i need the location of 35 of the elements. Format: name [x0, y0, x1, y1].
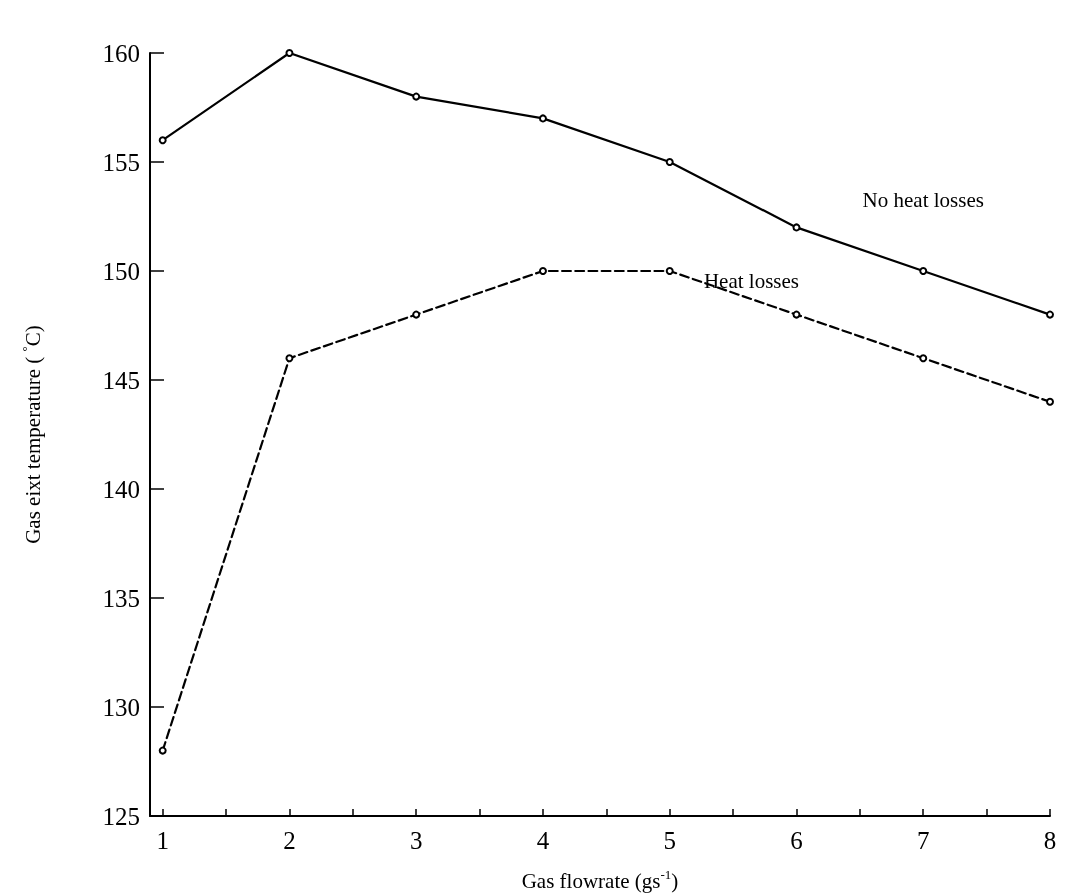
- x-tick-label: 2: [283, 827, 296, 854]
- y-tick-label: 150: [102, 257, 140, 285]
- y-tick-label: 155: [102, 148, 140, 176]
- point: [538, 267, 547, 275]
- y-axis-title: Gas eixt temperature ( °C): [19, 325, 45, 544]
- series-label: Heat losses: [703, 269, 800, 294]
- point: [919, 267, 928, 275]
- y-tick-label: 160: [102, 39, 140, 67]
- point: [158, 746, 167, 755]
- point: [919, 354, 928, 363]
- x-tick-label: 5: [663, 827, 676, 854]
- point: [1046, 397, 1054, 406]
- point: [158, 136, 167, 145]
- y-tick-label: 135: [102, 584, 140, 612]
- y-tick-label: 140: [102, 475, 140, 503]
- point: [538, 114, 547, 123]
- point: [285, 354, 294, 363]
- x-tick-label: 7: [916, 827, 930, 854]
- point: [665, 158, 674, 166]
- y-tick-label: 125: [102, 802, 140, 830]
- point: [792, 310, 801, 319]
- x-tick-label: 3: [409, 827, 423, 854]
- series-label: No heat losses: [862, 187, 984, 212]
- point: [285, 49, 294, 57]
- x-tick-label: 6: [790, 827, 803, 854]
- y-tick-label: 145: [102, 366, 140, 394]
- x-tick-label: 1: [156, 827, 169, 854]
- point: [412, 310, 421, 319]
- point: [1046, 310, 1054, 319]
- point: [792, 223, 801, 232]
- x-tick-label: 8: [1043, 827, 1057, 854]
- point: [665, 267, 674, 275]
- point: [412, 92, 421, 101]
- x-tick-label: 4: [536, 827, 550, 854]
- y-tick-label: 130: [102, 693, 140, 721]
